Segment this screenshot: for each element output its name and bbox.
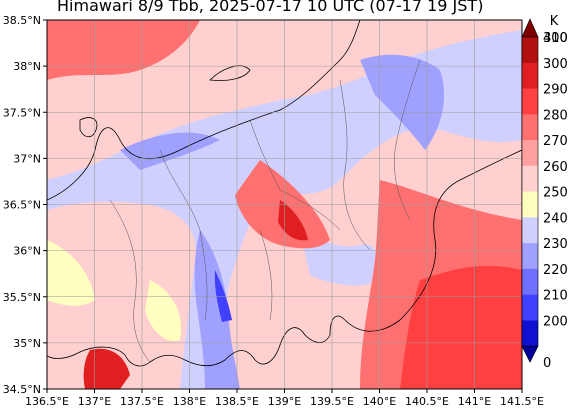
longitude-labels: 136.5°E 137°E 137.5°E 138°E 138.5°E 139°E 139.… <box>25 389 544 408</box>
latitude-label: 37°N <box>13 152 41 165</box>
longitude-label: 137°E <box>78 395 111 408</box>
longitude-label: 136.5°E <box>25 395 69 408</box>
colorbar-extend-max <box>521 18 539 38</box>
colorbar-swatch <box>522 217 538 244</box>
colorbar-tick-label: 240 <box>543 211 568 226</box>
latitude-label: 38°N <box>13 60 41 73</box>
colorbar-swatch <box>522 191 538 218</box>
longitude-label: 138°E <box>173 395 206 408</box>
colorbar-tick-label: 280 <box>543 108 568 123</box>
colorbar-tick-label: 200 <box>543 314 568 329</box>
colorbar-swatch <box>522 114 538 141</box>
colorbar-tick-label: 0 <box>543 356 551 371</box>
longitude-label: 139°E <box>268 395 301 408</box>
latitude-label: 37.5°N <box>3 106 41 119</box>
colorbar-swatch <box>522 165 538 193</box>
latitude-label: 36.5°N <box>3 199 41 212</box>
longitude-label: 140.5°E <box>405 395 449 408</box>
prefecture-borders <box>109 59 421 363</box>
colorbar-tick-label: 230 <box>543 237 568 252</box>
latitude-label: 38.5°N <box>3 14 41 27</box>
colorbar-swatch <box>522 140 538 167</box>
latitude-label: 36°N <box>13 245 41 258</box>
colorbar-tick-label: 270 <box>543 134 568 149</box>
longitude-label: 141.5°E <box>500 395 544 408</box>
colorbar-unit: K <box>550 14 559 29</box>
colorbar-frame <box>521 36 539 347</box>
colorbar-swatch <box>522 37 538 64</box>
map-title: Himawari 8/9 Tbb, 2025-07-17 10 UTC (07-… <box>57 0 484 15</box>
latitude-labels: 38.5°N 38°N 37.5°N 37°N 36.5°N 36°N 35.5°N 35°N… <box>3 14 47 396</box>
colorbar-swatch <box>522 62 538 90</box>
colorbar-extend-min <box>521 345 539 363</box>
colorbar-swatch <box>522 88 538 115</box>
colorbar-swatch <box>522 268 538 296</box>
colorbar-tick-label: 310 <box>543 31 568 46</box>
latitude-label: 35.5°N <box>3 291 41 304</box>
colorbar-tick-label: 220 <box>543 263 568 278</box>
graticule <box>47 20 522 389</box>
colorbar-tick-label: 400 <box>543 31 568 46</box>
latitude-label: 35°N <box>13 337 41 350</box>
colorbar-swatch <box>522 294 538 321</box>
latitude-label: 34.5°N <box>3 383 41 396</box>
longitude-label: 139.5°E <box>310 395 354 408</box>
longitude-label: 138.5°E <box>215 395 259 408</box>
colorbar-tick-label: 250 <box>543 186 568 201</box>
colorbar-swatch <box>522 320 538 347</box>
colorbar-tick-label: 260 <box>543 160 568 175</box>
longitude-label: 141°E <box>458 395 491 408</box>
colorbar-tick-label: 300 <box>543 57 568 72</box>
longitude-label: 137.5°E <box>120 395 164 408</box>
colorbar-tick-label: 290 <box>543 83 568 98</box>
longitude-label: 140°E <box>363 395 396 408</box>
colorbar-swatch <box>522 243 538 270</box>
colorbar-tick-label: 210 <box>543 289 568 304</box>
